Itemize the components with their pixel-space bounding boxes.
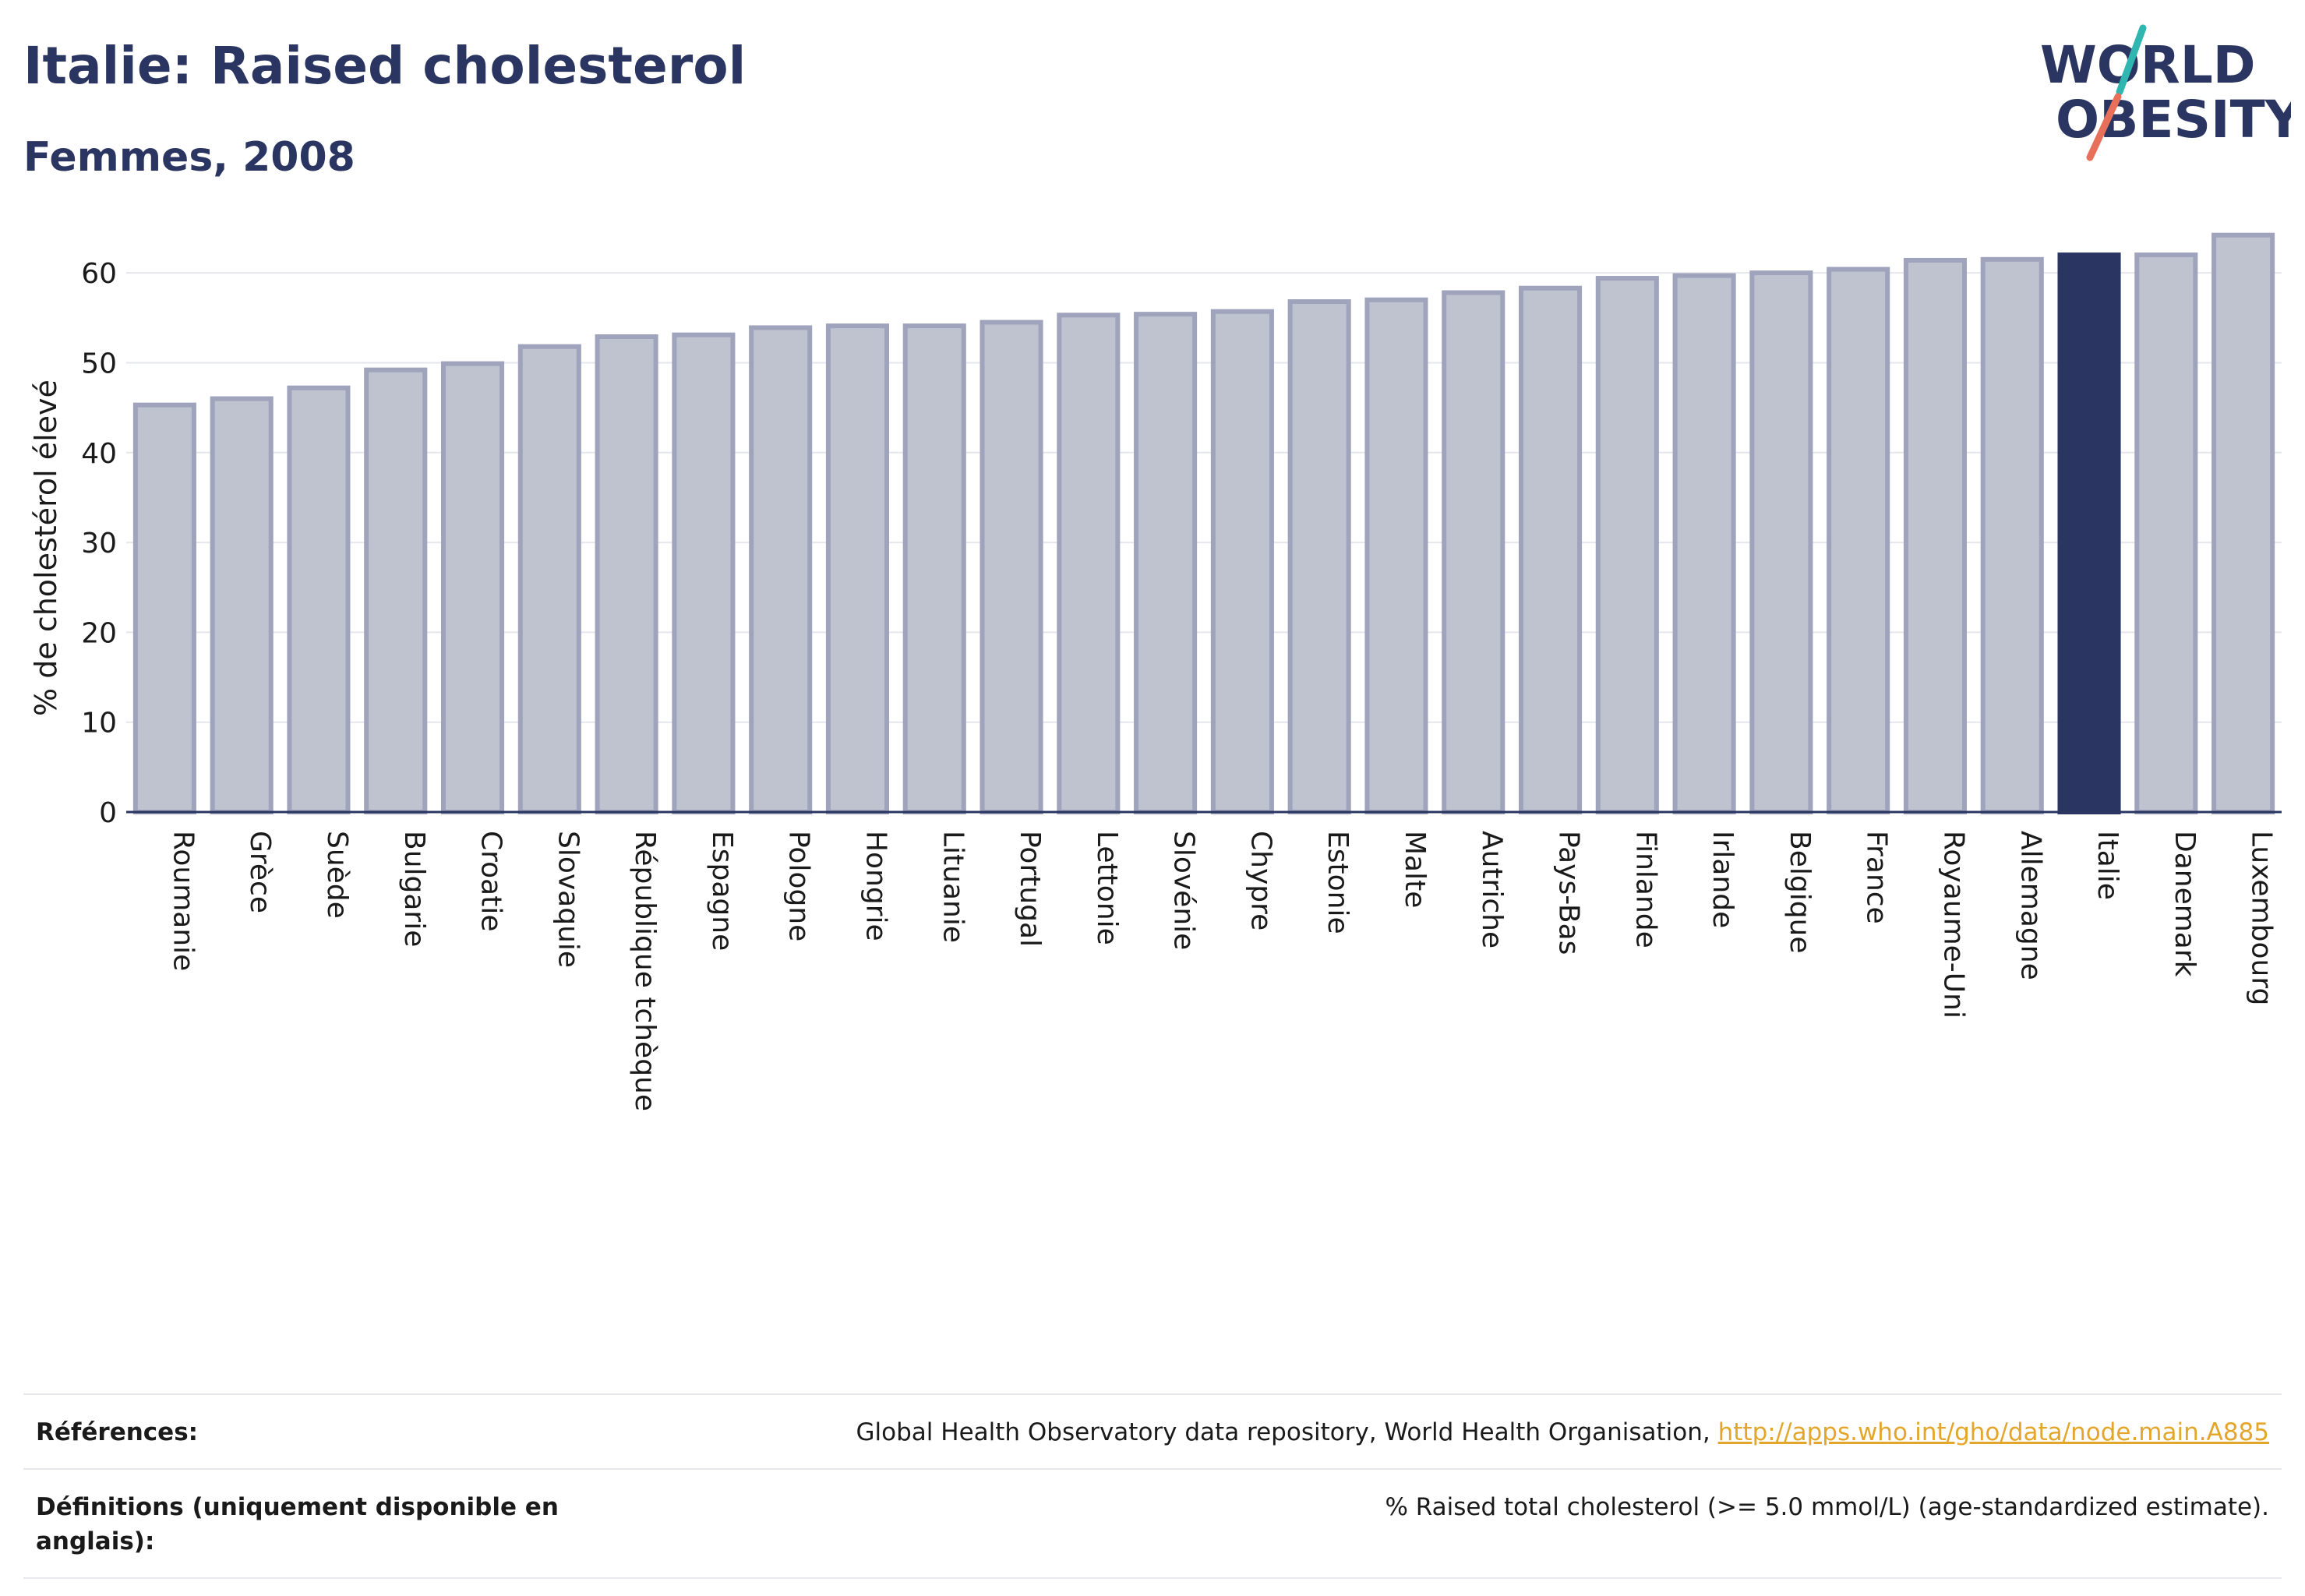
x-tick-label: Portugal [1014, 831, 1046, 947]
bar-finlande [1595, 276, 1659, 814]
bar-irlande [1672, 273, 1736, 815]
bar-chart: 0 10 20 30 40 50 60 Roumanie Grèce Suède Bulgarie… [29, 232, 2282, 1111]
y-tick-label: 10 [81, 708, 117, 740]
x-tick-label: Irlande [1707, 831, 1738, 928]
bar-bulgarie [364, 367, 428, 815]
bar-allemagne [1980, 256, 2044, 814]
bar-slovaquie [517, 344, 581, 814]
definitions-row: Définitions (uniquement disponible en an… [23, 1468, 2282, 1579]
x-tick-label: Pologne [783, 831, 815, 941]
bar-danemark [2134, 252, 2198, 814]
bar-pologne [749, 325, 813, 814]
logo-slash-top [2116, 24, 2147, 96]
references-row: Références: Global Health Observatory da… [23, 1393, 2282, 1468]
bar-france [1827, 267, 1890, 814]
x-tick-label: Espagne [706, 831, 738, 951]
bar-estonie [1287, 299, 1351, 814]
bar-r-publique-tch-que [595, 334, 658, 814]
x-tick-label: Autriche [1476, 831, 1508, 948]
definitions-text: % Raised total cholesterol (>= 5.0 mmol/… [1385, 1493, 2269, 1521]
chart-title: Italie: Raised cholesterol [23, 36, 747, 96]
x-tick-label: Suède [321, 831, 353, 919]
y-tick-labels: 0 10 20 30 40 50 60 [81, 258, 117, 829]
x-tick-label: Lituanie [937, 831, 969, 943]
y-axis-label: % de cholestérol élevé [29, 380, 63, 716]
bar-belgique [1749, 270, 1813, 814]
x-tick-label: Hongrie [860, 831, 891, 941]
bar-luxembourg [2211, 232, 2275, 815]
x-tick-label: Finlande [1629, 831, 1661, 948]
bar-hongrie [825, 323, 890, 814]
references-label: Références: [36, 1418, 199, 1446]
x-tick-label: Belgique [1784, 831, 1816, 954]
bar-lituanie [902, 323, 966, 814]
x-tick-label: Allemagne [2014, 831, 2046, 980]
x-tick-label: Slovaquie [552, 831, 584, 968]
bar-royaume-uni [1903, 257, 1968, 814]
y-tick-label: 30 [81, 528, 117, 560]
x-tick-label: Danemark [2169, 831, 2201, 977]
x-tick-label: Lettonie [1091, 831, 1123, 945]
bars [126, 232, 2282, 815]
bar-chypre [1210, 309, 1274, 815]
definitions-label: Définitions (uniquement disponible en an… [36, 1493, 559, 1555]
y-tick-label: 40 [81, 438, 117, 470]
bar-roumanie [132, 402, 196, 814]
chart-subtitle: Femmes, 2008 [23, 134, 355, 181]
references-value: Global Health Observatory data repositor… [856, 1415, 2269, 1449]
y-tick-label: 60 [81, 258, 117, 290]
bar-su-de [287, 385, 351, 815]
bar-italie [2057, 252, 2121, 814]
x-tick-label: Italie [2091, 831, 2123, 900]
x-tick-label: Royaume-Uni [1937, 831, 1969, 1019]
x-tick-label: Malte [1399, 831, 1431, 908]
bar-croatie [440, 361, 505, 814]
bar-lettonie [1057, 312, 1121, 814]
logo-slash-bottom [2086, 93, 2122, 161]
references-text: Global Health Observatory data repositor… [856, 1418, 1710, 1446]
x-tick-label: Estonie [1322, 831, 1354, 934]
y-tick-label: 20 [81, 617, 117, 649]
bar-portugal [980, 320, 1043, 814]
world-obesity-logo: WORLD OBESITY [2040, 24, 2291, 161]
y-tick-label: 0 [99, 797, 117, 829]
references-link[interactable]: http://apps.who.int/gho/data/node.main.A… [1717, 1418, 2269, 1446]
x-tick-labels: Roumanie Grèce Suède Bulgarie Croatie Slovaqu… [167, 831, 2277, 1111]
footer-table: Références: Global Health Observatory da… [23, 1393, 2282, 1579]
x-tick-label: France [1861, 831, 1893, 924]
bar-slov-nie [1134, 312, 1198, 814]
bar-pays-bas [1518, 285, 1583, 814]
x-tick-label: Bulgarie [398, 831, 430, 947]
x-tick-label: Croatie [475, 831, 507, 932]
x-tick-label: République tchèque [629, 831, 661, 1111]
x-tick-label: Roumanie [167, 831, 199, 971]
bar-gr-ce [210, 396, 274, 814]
x-tick-label: Slovénie [1168, 831, 1200, 950]
x-tick-label: Chypre [1244, 831, 1276, 930]
logo-line-1: WORLD [2040, 35, 2256, 95]
bar-malte [1364, 297, 1428, 814]
bar-autriche [1442, 290, 1505, 814]
y-tick-label: 50 [81, 348, 117, 380]
x-tick-label: Grèce [244, 831, 276, 913]
x-tick-label: Pays-Bas [1553, 831, 1585, 955]
bar-espagne [672, 332, 736, 814]
x-tick-label: Luxembourg [2246, 831, 2278, 1005]
